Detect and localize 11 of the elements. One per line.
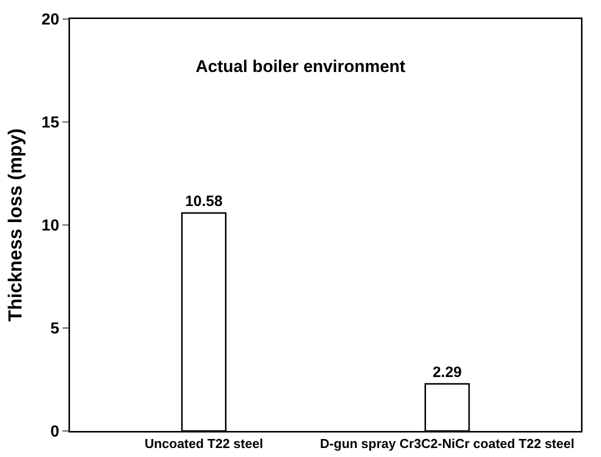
x-tick-label: D-gun spray Cr3C2-NiCr coated T22 steel	[320, 436, 574, 452]
y-tick-label: 15	[42, 114, 60, 132]
data-label: 2.29	[432, 364, 462, 381]
y-tick-label: 10	[42, 218, 60, 235]
y-tick-label: 20	[42, 12, 60, 29]
y-tick-label: 0	[50, 424, 60, 441]
data-label: 10.58	[185, 193, 223, 210]
text: Actual boiler environment	[196, 57, 406, 76]
y-tick-label: 5	[50, 320, 60, 338]
y-axis-title: Thickness loss (mpy)	[6, 128, 27, 322]
x-tick-label: Uncoated T22 steel	[144, 436, 264, 452]
